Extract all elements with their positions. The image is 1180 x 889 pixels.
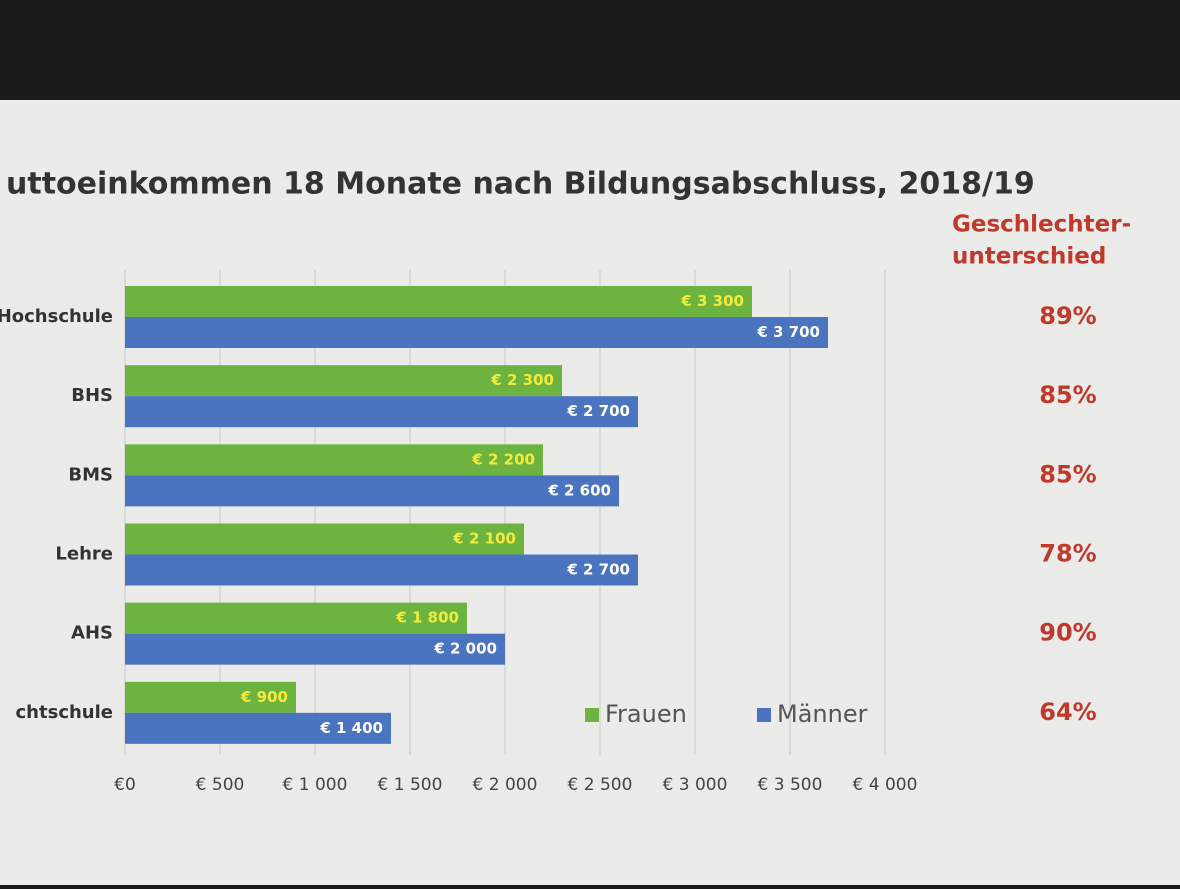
gap-title: unterschied [952, 244, 1106, 270]
y-tick-label: chtschule [16, 702, 113, 723]
bar [125, 286, 752, 317]
x-tick-label: € 1 000 [283, 775, 348, 795]
y-tick-label: Hochschule [0, 306, 113, 327]
legend-swatch [757, 708, 771, 722]
gap-label: 89% [1039, 302, 1096, 330]
x-tick-label: € 2 500 [568, 775, 633, 795]
y-tick-label: BMS [68, 464, 113, 485]
legend-label: Frauen [605, 700, 687, 728]
value-label: € 2 000 [433, 640, 497, 658]
value-label: € 2 700 [566, 561, 630, 579]
value-label: € 900 [240, 688, 288, 706]
gap-label: 90% [1039, 619, 1096, 647]
x-tick-label: € 2 000 [473, 775, 538, 795]
value-label: € 1 400 [319, 719, 383, 737]
bar [125, 681, 296, 713]
x-tick-label: € 4 000 [853, 775, 918, 795]
value-label: € 1 800 [395, 609, 459, 627]
value-label: € 3 700 [756, 323, 820, 341]
value-label: € 2 300 [490, 371, 554, 389]
y-tick-label: BHS [71, 385, 113, 406]
bar [125, 712, 391, 744]
bar [125, 554, 638, 586]
value-label: € 2 200 [471, 450, 535, 468]
value-label: € 2 100 [452, 530, 516, 548]
bar [125, 633, 505, 665]
y-tick-label: Lehre [55, 544, 113, 565]
gap-label: 64% [1039, 698, 1096, 726]
legend-swatch [585, 708, 599, 722]
bar [125, 365, 562, 397]
chart-title: uttoeinkommen 18 Monate nach Bildungsabs… [6, 167, 1035, 202]
bar [125, 523, 524, 555]
x-tick-label: € 3 500 [758, 775, 823, 795]
value-label: € 2 700 [566, 402, 630, 420]
gap-label: 78% [1039, 540, 1096, 568]
bar [125, 602, 467, 634]
value-label: € 3 300 [680, 292, 744, 310]
x-tick-label: € 1 500 [378, 775, 443, 795]
legend-label: Männer [777, 700, 868, 728]
gap-label: 85% [1039, 381, 1096, 409]
gap-title: Geschlechter- [952, 212, 1131, 238]
bar [125, 475, 619, 507]
bar [125, 396, 638, 428]
x-tick-label: € 500 [196, 775, 245, 795]
y-tick-label: AHS [71, 623, 113, 644]
bar [125, 317, 828, 348]
x-tick-label: €0 [114, 775, 136, 795]
bar [125, 444, 543, 476]
x-tick-label: € 3 000 [663, 775, 728, 795]
gap-label: 85% [1039, 460, 1096, 488]
value-label: € 2 600 [547, 481, 611, 499]
